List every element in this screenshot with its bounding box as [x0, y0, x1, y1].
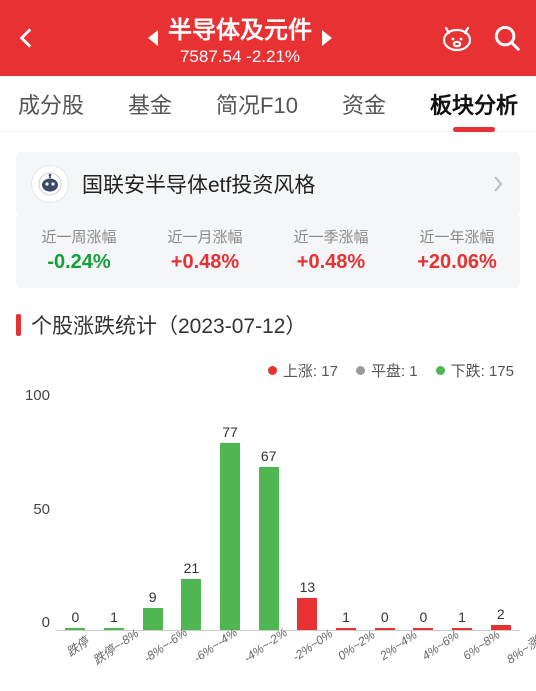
bar-5: 67 — [249, 387, 288, 630]
y-tick: 100 — [16, 387, 50, 404]
bar-value-label: 0 — [71, 609, 79, 625]
bar-value-label: 77 — [222, 424, 238, 440]
stat-label: 近一年涨幅 — [394, 226, 520, 247]
bar-value-label: 0 — [381, 609, 389, 625]
stat-value: +0.48% — [142, 251, 268, 274]
bar-3: 21 — [172, 387, 211, 630]
bar-rect — [104, 628, 124, 630]
bar-value-label: 13 — [300, 579, 316, 595]
legend-up: 上涨: 17 — [268, 360, 338, 381]
bar-10: 1 — [443, 387, 482, 630]
index-change: -2.21% — [246, 47, 300, 66]
back-icon[interactable] — [14, 25, 40, 51]
tab-4[interactable]: 板块分析 — [430, 88, 518, 120]
bar-rect — [375, 628, 395, 630]
y-axis: 100 50 0 — [16, 387, 54, 631]
app-header: 半导体及元件 7587.54 -2.21% — [0, 0, 536, 76]
bar-rect — [220, 443, 240, 630]
bar-4: 77 — [211, 387, 250, 630]
stat-label: 近一周涨幅 — [16, 226, 142, 247]
stat-value: +0.48% — [268, 251, 394, 274]
bar-value-label: 0 — [419, 609, 427, 625]
robot-icon — [32, 166, 68, 202]
bar-rect — [336, 628, 356, 630]
bar-rect — [259, 467, 279, 630]
section-title: 个股涨跌统计（2023-07-12） — [16, 310, 520, 340]
chevron-right-icon — [492, 174, 504, 194]
sector-subtitle: 7587.54 -2.21% — [180, 47, 300, 67]
tab-1[interactable]: 基金 — [128, 88, 172, 120]
bar-value-label: 1 — [110, 609, 118, 625]
next-sector-icon[interactable] — [322, 30, 332, 46]
stat-value: -0.24% — [16, 251, 142, 274]
stat-label: 近一季涨幅 — [268, 226, 394, 247]
dot-icon — [268, 366, 277, 375]
prev-sector-icon[interactable] — [148, 30, 158, 46]
bar-rect — [143, 608, 163, 630]
bar-rect — [413, 628, 433, 630]
bar-value-label: 21 — [184, 560, 200, 576]
distribution-chart: 100500 0192177671310012 跌停跌停~-8%-8%~-6%-… — [16, 387, 524, 677]
tab-2[interactable]: 简况F10 — [216, 88, 298, 120]
bar-rect — [65, 628, 85, 630]
bar-value-label: 1 — [342, 609, 350, 625]
stat-3[interactable]: 近一年涨幅 +20.06% — [394, 216, 520, 288]
chart-plot: 0 1 9 21 77 67 13 1 0 0 1 2 — [56, 387, 520, 631]
stat-2[interactable]: 近一季涨幅 +0.48% — [268, 216, 394, 288]
index-value: 7587.54 — [180, 47, 241, 66]
assistant-icon[interactable] — [440, 23, 474, 53]
legend-flat: 平盘: 1 — [356, 360, 418, 381]
bar-7: 1 — [327, 387, 366, 630]
bar-0: 0 — [56, 387, 95, 630]
tab-0[interactable]: 成分股 — [18, 88, 84, 120]
bar-rect — [181, 579, 201, 630]
chart-legend: 上涨: 17 平盘: 1 下跌: 175 — [22, 360, 514, 381]
tab-bar: 成分股 基金 简况F10 资金 板块分析 — [0, 76, 536, 132]
bar-9: 0 — [404, 387, 443, 630]
header-center: 半导体及元件 7587.54 -2.21% — [40, 10, 440, 67]
bar-6: 13 — [288, 387, 327, 630]
legend-down: 下跌: 175 — [436, 360, 514, 381]
bar-rect — [297, 598, 317, 630]
stat-0[interactable]: 近一周涨幅 -0.24% — [16, 216, 142, 288]
bar-value-label: 1 — [458, 609, 466, 625]
bar-1: 1 — [95, 387, 134, 630]
y-tick: 50 — [16, 501, 50, 518]
bar-2: 9 — [133, 387, 172, 630]
banner-text: 国联安半导体etf投资风格 — [82, 169, 478, 199]
bar-8: 0 — [365, 387, 404, 630]
x-axis: 跌停跌停~-8%-8%~-6%-6%~-4%-4%~-2%-2%~0%0%~2%… — [56, 633, 520, 677]
stat-1[interactable]: 近一月涨幅 +0.48% — [142, 216, 268, 288]
bar-11: 2 — [481, 387, 520, 630]
title-block[interactable]: 半导体及元件 7587.54 -2.21% — [168, 10, 312, 67]
dot-icon — [356, 366, 365, 375]
style-banner[interactable]: 国联安半导体etf投资风格 — [16, 152, 520, 216]
period-stats: 近一周涨幅-0.24%近一月涨幅+0.48%近一季涨幅+0.48%近一年涨幅+2… — [16, 216, 520, 288]
x-tick: 8%~涨停 — [503, 626, 536, 690]
stat-label: 近一月涨幅 — [142, 226, 268, 247]
tab-3[interactable]: 资金 — [342, 88, 386, 120]
y-tick: 0 — [16, 614, 50, 631]
bar-value-label: 67 — [261, 448, 277, 464]
sector-title: 半导体及元件 — [168, 10, 312, 45]
bar-value-label: 2 — [497, 606, 505, 622]
stat-value: +20.06% — [394, 251, 520, 274]
bar-value-label: 9 — [149, 589, 157, 605]
search-icon[interactable] — [492, 23, 522, 53]
dot-icon — [436, 366, 445, 375]
